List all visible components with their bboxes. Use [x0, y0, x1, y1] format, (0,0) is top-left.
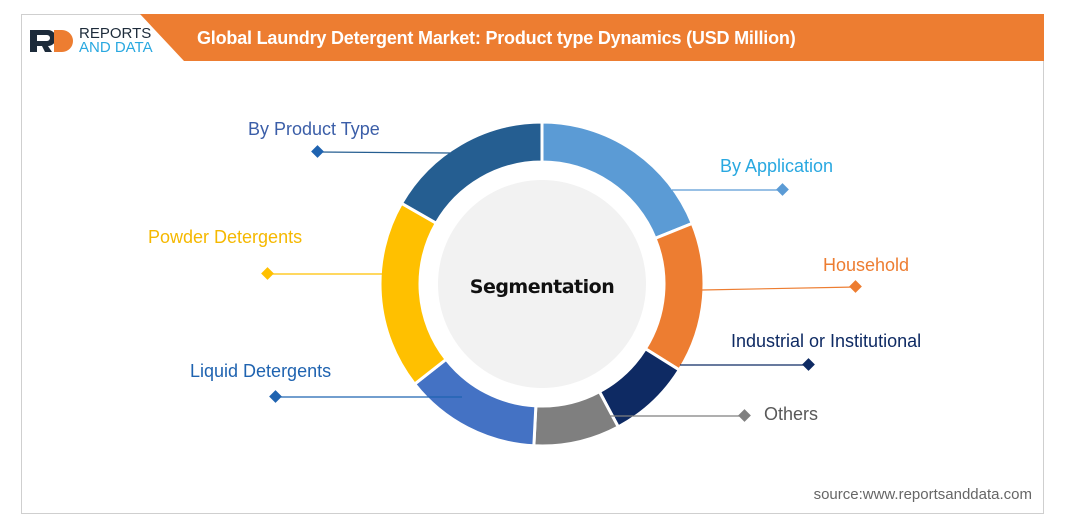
source-credit: source:www.reportsanddata.com — [813, 486, 1032, 503]
center-label: Segmentation — [469, 276, 615, 298]
label-liquid-detergents: Liquid Detergents — [190, 361, 332, 381]
label-household: Household — [823, 255, 910, 275]
marker-household-icon — [849, 280, 862, 293]
marker-others-icon — [738, 409, 751, 422]
marker-powder-icon — [261, 267, 274, 280]
donut-center — [438, 180, 646, 388]
title-banner — [140, 14, 1044, 61]
marker-industrial-icon — [802, 358, 815, 371]
logo-mark-icon — [30, 30, 73, 52]
label-others: Others — [764, 404, 819, 424]
logo-line2: AND DATA — [79, 39, 153, 56]
label-by-application: By Application — [720, 156, 834, 176]
marker-by-application-icon — [776, 183, 789, 196]
label-powder-detergents: Powder Detergents — [148, 227, 303, 247]
segment-powder-detergents — [378, 201, 449, 387]
chart-title: Global Laundry Detergent Market: Product… — [197, 28, 796, 48]
segment-household — [643, 221, 706, 373]
logo-line1: REPORTS — [79, 25, 152, 42]
label-industrial-or-institutional: Industrial or Institutional — [731, 331, 922, 351]
label-by-product-type: By Product Type — [248, 119, 380, 139]
marker-liquid-icon — [269, 390, 282, 403]
segment-by-product-type — [399, 120, 544, 226]
logo-text: REPORTS AND DATA — [79, 25, 153, 56]
marker-by-product-type-icon — [311, 145, 324, 158]
